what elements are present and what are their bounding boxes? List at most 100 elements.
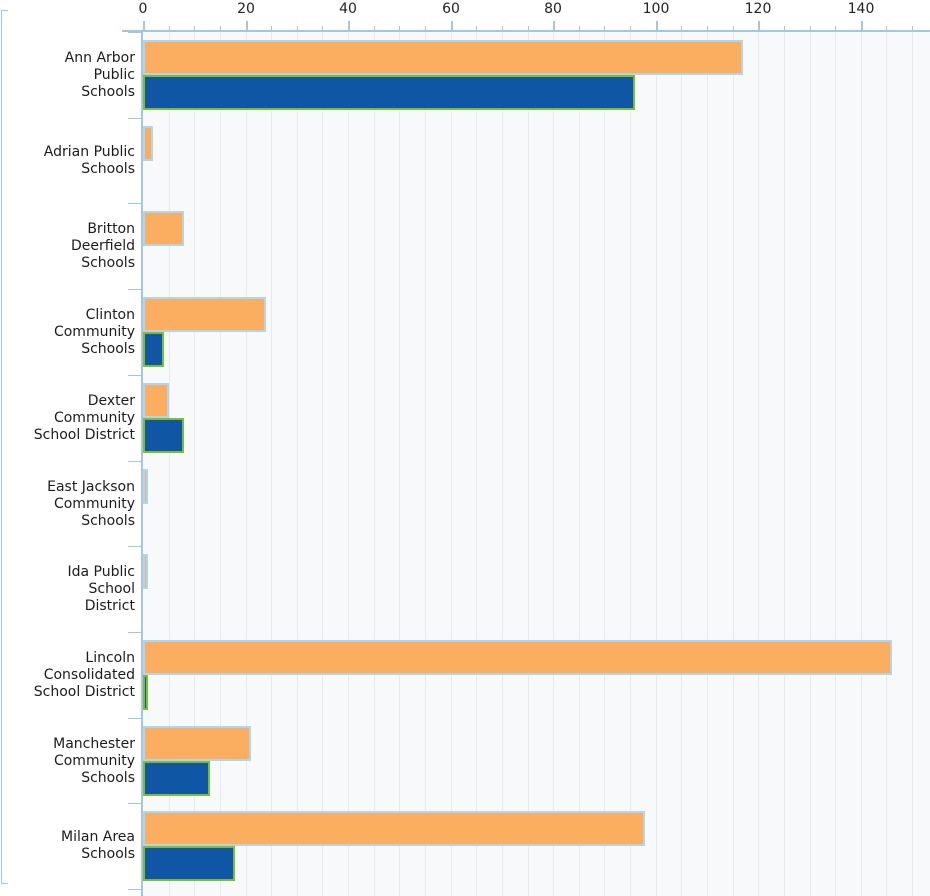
bar-orange [143, 297, 266, 332]
x-minor-tick [297, 26, 298, 32]
gridline [374, 32, 375, 896]
bar-blue [143, 418, 184, 453]
gridline [246, 32, 247, 896]
bar-orange [143, 126, 153, 161]
x-tick-label: 100 [642, 1, 670, 17]
x-minor-tick [476, 26, 477, 32]
x-major-tick [348, 21, 350, 32]
x-minor-tick [810, 26, 811, 32]
x-minor-tick [169, 26, 170, 32]
gridline [886, 32, 887, 896]
left-edge-tick [1, 10, 8, 11]
category-boundary-tick [128, 32, 143, 33]
bar-orange [143, 383, 169, 418]
left-edge-tick [1, 883, 8, 884]
gridline [425, 32, 426, 896]
gridline [733, 32, 734, 896]
gridline [784, 32, 785, 896]
gridline [220, 32, 221, 896]
x-tick-label: 20 [237, 1, 255, 17]
gridline [476, 32, 477, 896]
category-label: East Jackson Community Schools [47, 478, 135, 529]
x-tick-label: 60 [442, 1, 460, 17]
gridline [169, 32, 170, 896]
x-minor-tick [374, 26, 375, 32]
x-minor-tick [630, 26, 631, 32]
gridline [758, 32, 759, 896]
x-axis-line [122, 30, 930, 32]
x-tick-label: 140 [847, 1, 875, 17]
gridline [861, 32, 862, 896]
category-boundary-tick [128, 546, 143, 547]
gridline [810, 32, 811, 896]
category-boundary-tick [128, 632, 143, 633]
x-minor-tick [733, 26, 734, 32]
x-minor-tick [425, 26, 426, 32]
gridline [502, 32, 503, 896]
x-minor-tick [835, 26, 836, 32]
x-major-tick [553, 21, 555, 32]
gridline [912, 32, 913, 896]
gridline [630, 32, 631, 896]
x-minor-tick [322, 26, 323, 32]
gridline [528, 32, 529, 896]
x-minor-tick [886, 26, 887, 32]
left-edge-line [1, 10, 2, 884]
gridline [681, 32, 682, 896]
x-major-tick [246, 21, 248, 32]
gridline [271, 32, 272, 896]
bar-orange [143, 211, 184, 246]
category-boundary-tick [128, 803, 143, 804]
gridline [451, 32, 452, 896]
category-boundary-tick [128, 889, 143, 890]
gridline [656, 32, 657, 896]
category-label: Dexter Community School District [33, 392, 135, 443]
category-boundary-tick [128, 461, 143, 462]
category-boundary-tick [128, 118, 143, 119]
category-label: Britton Deerfield Schools [71, 220, 135, 271]
category-boundary-tick [128, 375, 143, 376]
category-label: Milan Area Schools [61, 829, 135, 862]
category-label: Manchester Community Schools [53, 735, 135, 786]
gridline [707, 32, 708, 896]
x-tick-label: 0 [138, 1, 148, 17]
plot-background [143, 32, 930, 896]
category-label: Adrian Public Schools [43, 144, 135, 177]
bar-orange [143, 554, 148, 589]
x-tick-label: 80 [544, 1, 562, 17]
x-minor-tick [707, 26, 708, 32]
category-label: Clinton Community Schools [53, 306, 135, 357]
bar-orange [143, 469, 148, 504]
category-label: Lincoln Consolidated School District [33, 649, 135, 700]
gridline [604, 32, 605, 896]
category-label: Ida Public School District [67, 563, 135, 614]
gridline [835, 32, 836, 896]
x-major-tick [861, 21, 863, 32]
x-major-tick [656, 21, 658, 32]
gridline [297, 32, 298, 896]
bar-orange [143, 726, 251, 761]
bar-orange [143, 640, 892, 675]
gridline [194, 32, 195, 896]
bar-blue [143, 675, 148, 710]
x-minor-tick [604, 26, 605, 32]
x-major-tick [143, 21, 145, 32]
x-minor-tick [271, 26, 272, 32]
bar-blue [143, 846, 235, 881]
category-boundary-tick [128, 289, 143, 290]
x-minor-tick [784, 26, 785, 32]
x-minor-tick [399, 26, 400, 32]
x-minor-tick [528, 26, 529, 32]
x-tick-label: 40 [339, 1, 357, 17]
gridline [348, 32, 349, 896]
bar-orange [143, 811, 645, 846]
category-label: Ann Arbor Public Schools [64, 49, 135, 100]
bar-blue [143, 761, 210, 796]
gridline [579, 32, 580, 896]
x-minor-tick [912, 26, 913, 32]
x-minor-tick [681, 26, 682, 32]
x-major-tick [758, 21, 760, 32]
x-minor-tick [502, 26, 503, 32]
category-boundary-tick [128, 203, 143, 204]
